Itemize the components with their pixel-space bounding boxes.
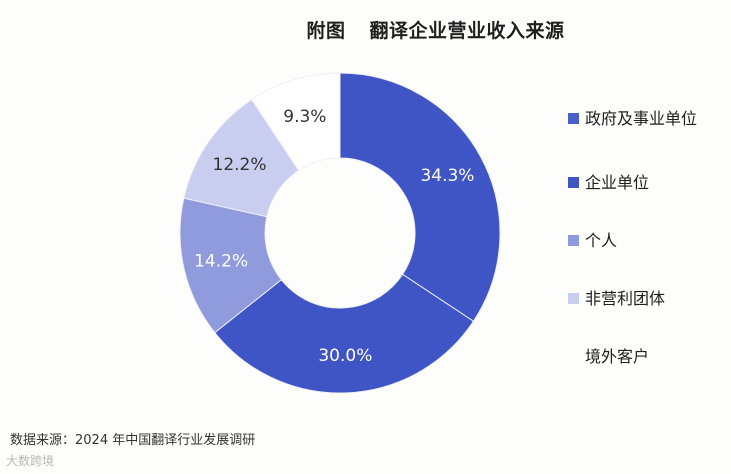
- legend-label-nonprofit: 非营利团体: [585, 289, 666, 308]
- legend-swatch-individual: [568, 235, 579, 246]
- legend-swatch-government: [568, 113, 579, 124]
- chart-title: 附图 翻译企业营业收入来源: [0, 16, 731, 43]
- legend-swatch-enterprise: [568, 177, 579, 188]
- legend-label-enterprise: 企业单位: [585, 173, 650, 192]
- donut-slice-overseas: [251, 72, 341, 172]
- donut-slice-enterprise: [214, 273, 475, 394]
- donut-slice-government: [339, 72, 501, 322]
- legend-item-nonprofit: 非营利团体: [568, 288, 665, 310]
- legend-label-government: 政府及事业单位: [585, 109, 698, 128]
- legend-label-individual: 个人: [585, 231, 618, 250]
- legend-label-overseas: 境外客户: [585, 347, 650, 366]
- legend-item-overseas: 境外客户: [568, 346, 649, 368]
- data-source-note: 数据来源：2024 年中国翻译行业发展调研: [10, 433, 256, 448]
- watermark-text: 大数跨境: [6, 454, 55, 468]
- data-label-individual: 14.2%: [194, 251, 248, 271]
- legend-item-government: 政府及事业单位: [568, 108, 697, 130]
- data-label-nonprofit: 12.2%: [213, 155, 267, 175]
- legend-item-enterprise: 企业单位: [568, 172, 649, 194]
- data-label-overseas: 9.3%: [283, 107, 326, 127]
- title-prefix: 附图: [306, 20, 346, 42]
- title-text: 翻译企业营业收入来源: [369, 20, 565, 42]
- legend-swatch-nonprofit: [568, 293, 579, 304]
- data-label-government: 34.3%: [420, 166, 474, 186]
- data-label-enterprise: 30.0%: [318, 346, 372, 366]
- legend-item-individual: 个人: [568, 230, 617, 252]
